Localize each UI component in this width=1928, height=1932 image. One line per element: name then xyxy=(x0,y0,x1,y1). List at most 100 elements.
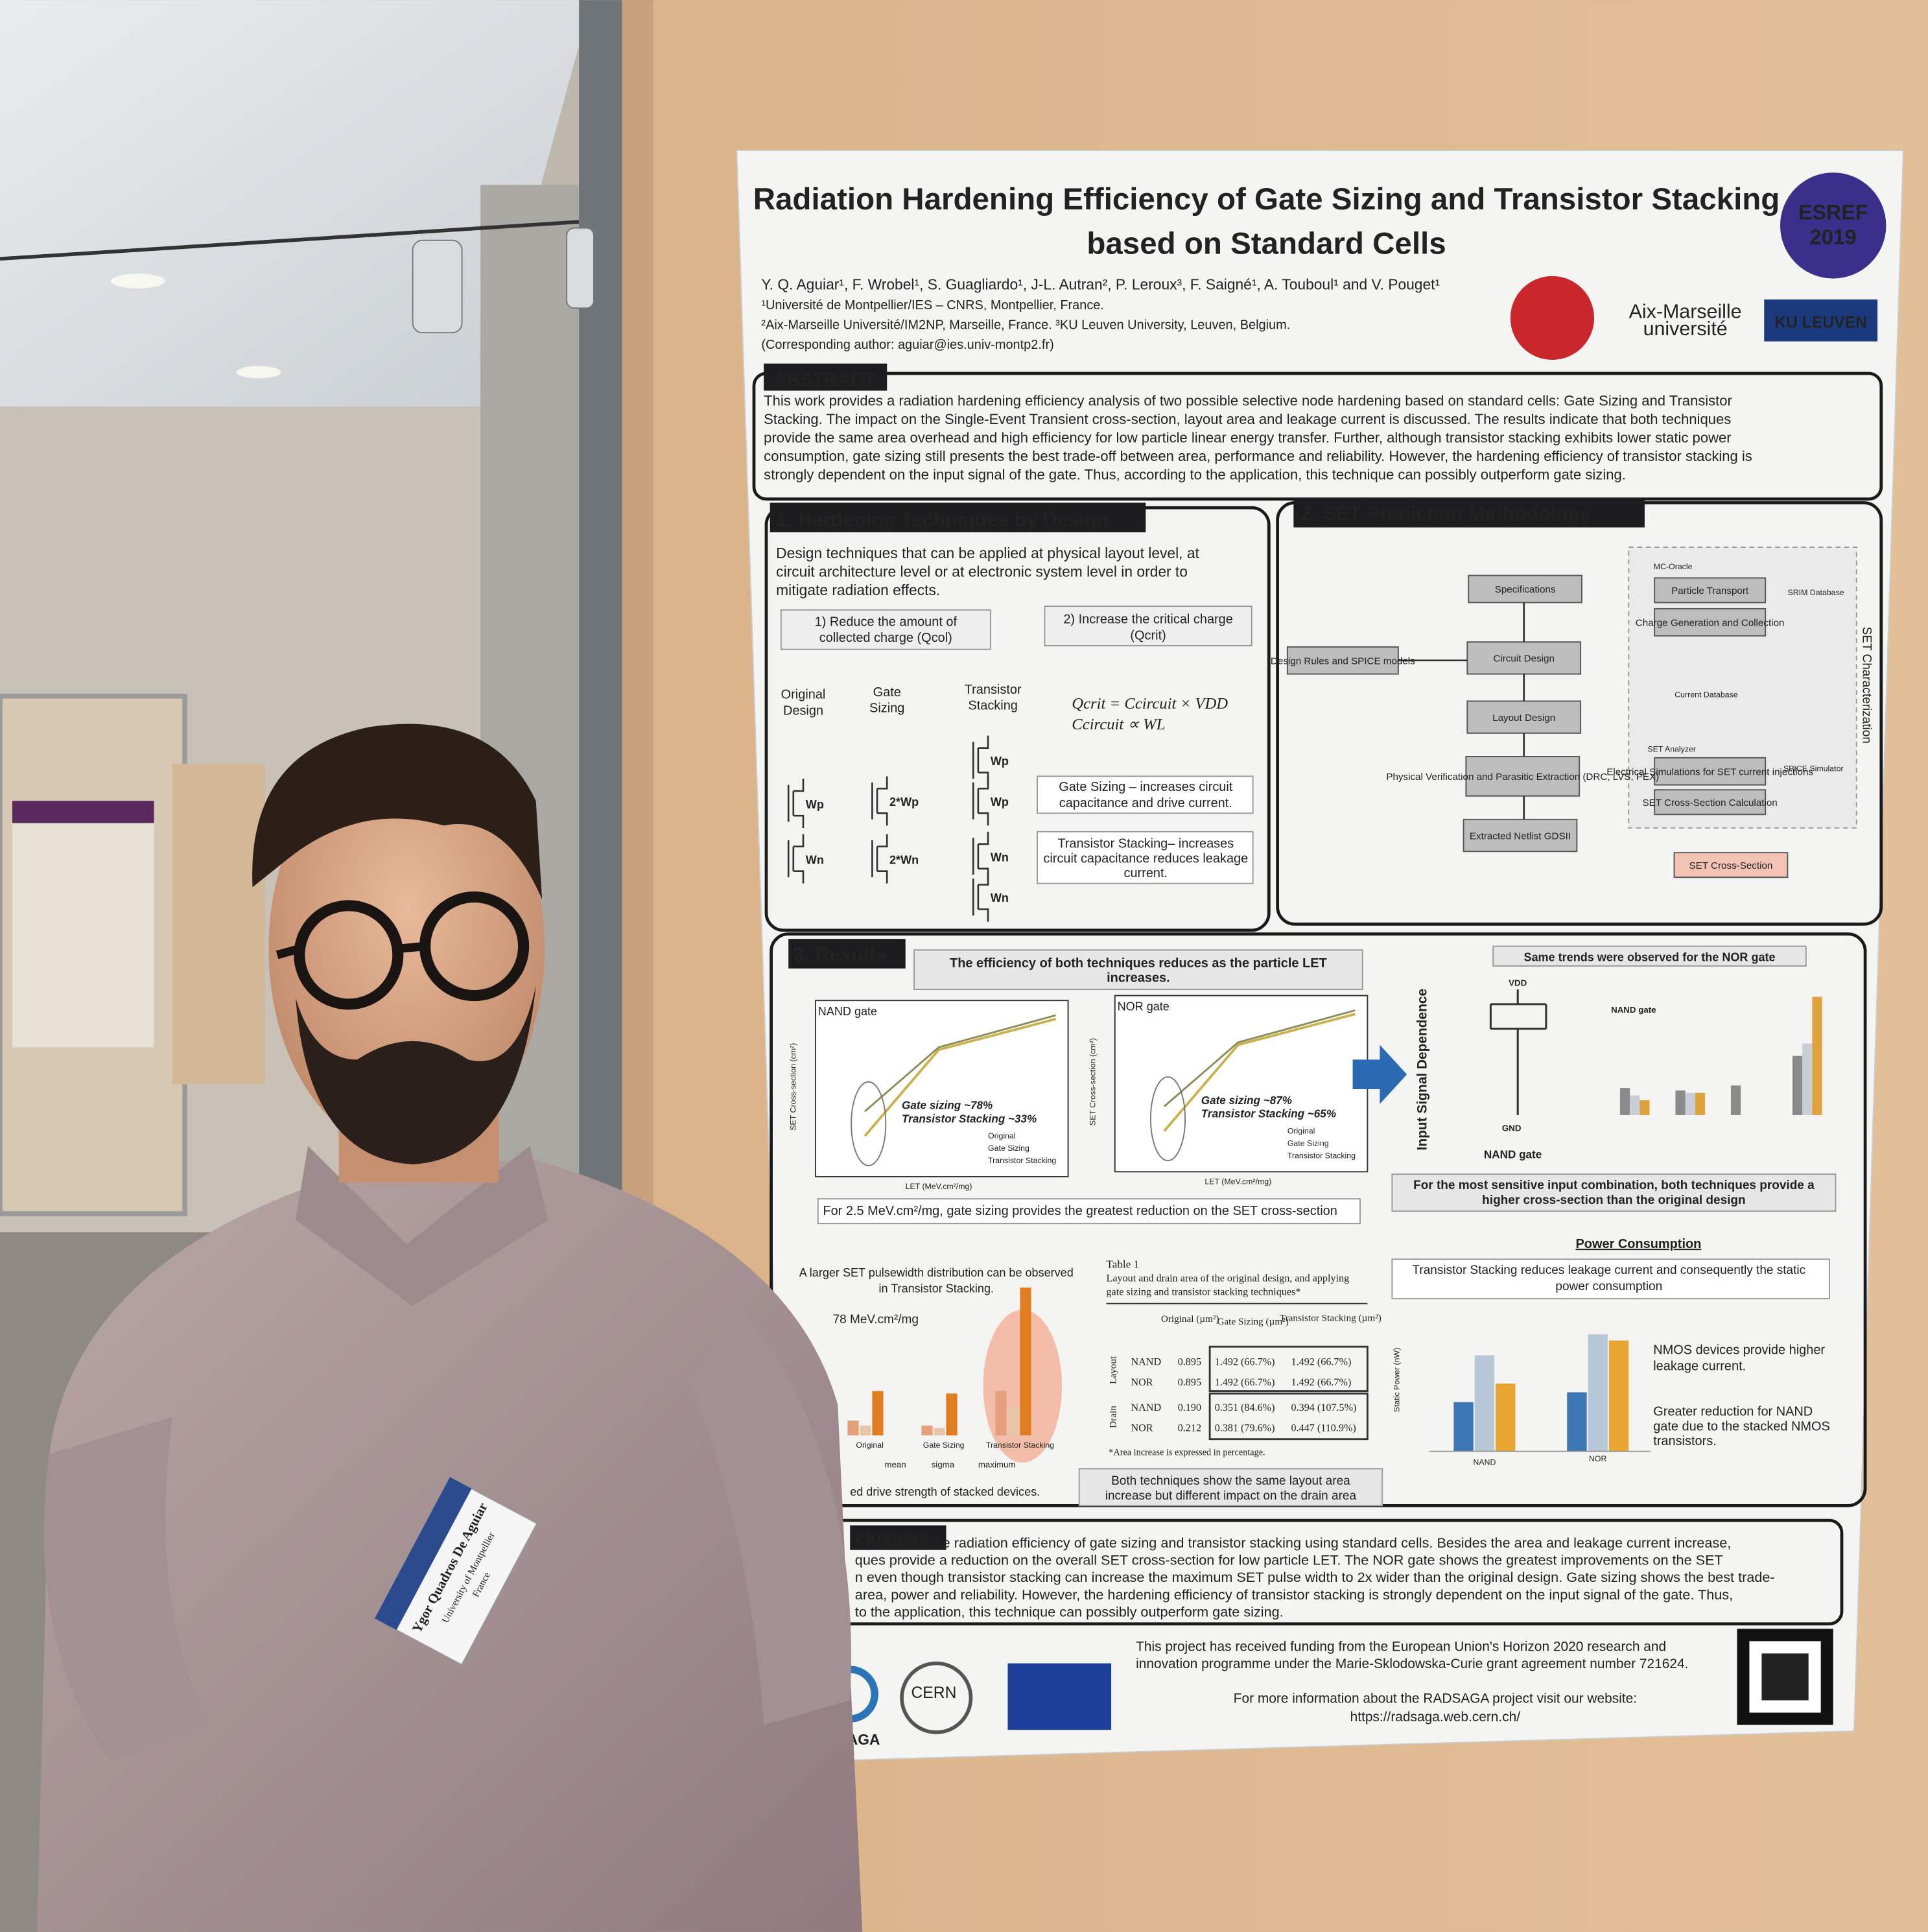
plot-frame xyxy=(1114,995,1369,1173)
note-text: Gate Sizing – increases circuit xyxy=(1059,780,1233,794)
flow-node xyxy=(1468,574,1582,604)
poster-bar xyxy=(860,1425,871,1436)
um-logo xyxy=(1510,276,1595,360)
table-box xyxy=(1208,1392,1369,1441)
cern-text: CERN xyxy=(911,1684,956,1702)
transistor xyxy=(972,776,989,826)
plot-line xyxy=(1163,1013,1356,1132)
flow-node xyxy=(1463,818,1578,853)
transistor xyxy=(972,831,989,881)
vertical-label: Input Signal Dependence xyxy=(1415,989,1430,1151)
big-arrow xyxy=(1352,1044,1407,1104)
poster-bar xyxy=(847,1420,859,1436)
plot-line xyxy=(864,1014,1056,1113)
poster-bar xyxy=(1619,1088,1630,1115)
transistor-label: Wn xyxy=(991,891,1009,904)
heading: ABSTRACT xyxy=(773,370,875,390)
table-cell: 1.492 (66.7%) xyxy=(1215,1377,1275,1388)
table-cell: 0.212 xyxy=(1178,1422,1201,1433)
flow-label: SET Analyzer xyxy=(1647,744,1696,753)
conclusion-line: area, power and reliability. However, th… xyxy=(855,1586,1733,1603)
note-box xyxy=(1037,831,1254,884)
highlight: higher cross-section than the original d… xyxy=(1482,1194,1745,1207)
heading: 3. Results xyxy=(794,943,887,965)
heading-bar xyxy=(1293,497,1645,528)
transistor xyxy=(871,776,888,826)
transistor xyxy=(972,872,989,922)
abstract-line: Stacking. The impact on the Single-Event… xyxy=(764,411,1731,427)
flow-label: Electrical Simulations for SET current i… xyxy=(1606,766,1813,777)
website-text: For more information about the RADSAGA p… xyxy=(1234,1691,1637,1706)
table-cell: 0.351 (84.6%) xyxy=(1215,1402,1275,1413)
table-cell: 0.190 xyxy=(1178,1402,1201,1413)
axis-label: SET Cross-section (cm²) xyxy=(789,1043,798,1131)
kul-text: KU LEUVEN xyxy=(1774,314,1867,332)
poster-bar xyxy=(1453,1402,1474,1452)
note-text: circuit capacitance reduces leakage xyxy=(1043,851,1248,866)
esref-logo xyxy=(1780,172,1887,279)
table-footnote: *Area increase is expressed in percentag… xyxy=(1109,1447,1265,1457)
axis-label: LET (MeV.cm²/mg) xyxy=(1205,1177,1271,1186)
poster-bar xyxy=(921,1425,933,1436)
results-text: power consumption xyxy=(1555,1280,1662,1293)
panel xyxy=(172,764,265,1085)
flow-label: Design Rules and SPICE models xyxy=(1271,655,1415,666)
heading: 2. SET Prediction Methodology xyxy=(1301,502,1592,524)
distant-poster-sheet xyxy=(12,801,154,1048)
spotlight xyxy=(412,239,463,334)
abstract-line: provide the same area overhead and high … xyxy=(764,429,1731,445)
transistor xyxy=(787,834,805,884)
column-label: Stacking xyxy=(968,699,1017,713)
legend-label: sigma xyxy=(932,1459,955,1469)
note-box xyxy=(1492,945,1807,967)
transistor-label: Wp xyxy=(991,755,1009,768)
table-cell: 0.394 (107.5%) xyxy=(1291,1402,1357,1413)
axis-label: Static Power (nW) xyxy=(1393,1348,1402,1412)
poster-bar xyxy=(1802,1043,1813,1115)
conclusion-line: to the application, this technique can p… xyxy=(855,1603,1284,1620)
note-box xyxy=(1044,606,1252,646)
poster-bar xyxy=(1474,1355,1495,1452)
transistor xyxy=(787,779,805,829)
results-text: Transistor Stacking reduces leakage curr… xyxy=(1413,1264,1806,1277)
table-cell: NOR xyxy=(1131,1377,1153,1388)
flow-label: SET Cross-Section xyxy=(1689,860,1773,871)
circuit-label: GND xyxy=(1502,1124,1522,1133)
poster-bar xyxy=(872,1391,884,1436)
affiliation: ¹Université de Montpellier/IES – CNRS, M… xyxy=(761,298,1104,312)
flow-label: Circuit Design xyxy=(1493,654,1555,665)
table-caption: Layout and drain area of the original de… xyxy=(1106,1273,1349,1284)
amu-text: université xyxy=(1643,318,1728,340)
note-box xyxy=(817,1198,1361,1225)
table-cell: 0.447 (110.9%) xyxy=(1291,1422,1356,1433)
flow-label: Physical Verification and Parasitic Extr… xyxy=(1386,772,1659,783)
flow-node xyxy=(1654,607,1767,637)
poster-bar xyxy=(1812,996,1822,1115)
legend-label: Transistor Stacking xyxy=(1287,1151,1356,1160)
note-text: capacitance and drive current. xyxy=(1059,796,1232,810)
table-cell: 0.381 (79.6%) xyxy=(1215,1422,1275,1433)
conclusion-line: s evaluated the radiation efficiency of … xyxy=(855,1535,1732,1551)
beard xyxy=(296,985,536,1164)
collar xyxy=(296,1146,548,1306)
flow-label: Extracted Netlist GDSII xyxy=(1470,831,1571,842)
note-box xyxy=(1078,1468,1383,1507)
results-text: leakage current. xyxy=(1653,1359,1746,1373)
column-label: Original xyxy=(781,688,826,702)
note-box xyxy=(913,949,1363,991)
poster-bar xyxy=(995,1391,1007,1436)
results-text: Both techniques show the same layout are… xyxy=(1111,1474,1350,1488)
distant-poster-header xyxy=(12,801,154,823)
plot-highlight xyxy=(1149,1076,1186,1162)
website-text: https://radsaga.web.cern.ch/ xyxy=(1350,1710,1521,1725)
table-cell: NAND xyxy=(1131,1402,1161,1413)
legend-label: Gate Sizing xyxy=(923,1441,965,1450)
eu-flag xyxy=(1007,1663,1112,1730)
section-text: circuit architecture level or at electro… xyxy=(776,563,1188,580)
table-cell: 0.895 xyxy=(1178,1377,1201,1388)
heading-bar xyxy=(788,939,906,969)
poster-bar xyxy=(1695,1092,1706,1115)
note-box xyxy=(780,609,991,650)
plot-title: NOR gate xyxy=(1118,1000,1170,1013)
flow-label: Charge Generation and Collection xyxy=(1636,618,1785,629)
